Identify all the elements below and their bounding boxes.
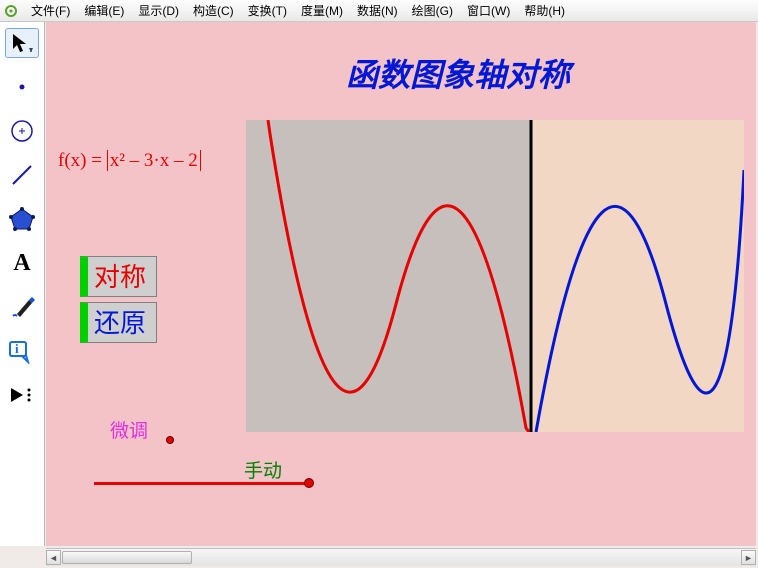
tool-custom[interactable]	[5, 380, 39, 410]
menu-construct[interactable]: 构造(C)	[186, 2, 241, 19]
tool-text[interactable]: A	[5, 248, 39, 278]
tool-line[interactable]	[5, 160, 39, 190]
graph-region	[246, 120, 744, 432]
menu-bar: 文件(F) 编辑(E) 显示(D) 构造(C) 变换(T) 度量(M) 数据(N…	[0, 0, 758, 22]
formula-rhs: x² – 3·x – 2	[107, 150, 201, 171]
micro-adjust-label: 微调	[110, 416, 148, 443]
function-graph	[246, 120, 744, 432]
restore-button[interactable]: 还原	[80, 302, 157, 343]
scroll-thumb[interactable]	[62, 551, 192, 564]
symmetry-button[interactable]: 对称	[80, 256, 157, 297]
menu-plot[interactable]: 绘图(G)	[405, 2, 460, 19]
menu-window[interactable]: 窗口(W)	[460, 2, 517, 19]
formula-lhs: f(x) =	[58, 150, 107, 171]
svg-text:i: i	[15, 341, 19, 356]
page-title: 函数图象轴对称	[346, 50, 570, 96]
horizontal-scrollbar[interactable]: ◄ ►	[46, 548, 756, 566]
micro-adjust-point[interactable]	[166, 436, 174, 444]
tool-palette: A i	[0, 22, 45, 546]
menu-help[interactable]: 帮助(H)	[517, 2, 572, 19]
menu-measure[interactable]: 度量(M)	[294, 2, 350, 19]
manual-label: 手动	[244, 456, 282, 483]
tool-pen[interactable]	[5, 292, 39, 322]
menu-display[interactable]: 显示(D)	[131, 2, 186, 19]
menu-transform[interactable]: 变换(T)	[241, 2, 294, 19]
tool-arrow[interactable]	[5, 28, 39, 58]
menu-file[interactable]: 文件(F)	[24, 2, 77, 19]
function-formula[interactable]: f(x) = x² – 3·x – 2	[58, 150, 201, 172]
menu-edit[interactable]: 编辑(E)	[77, 2, 131, 19]
tool-point[interactable]	[5, 72, 39, 102]
app-icon	[4, 4, 18, 18]
scroll-right-arrow[interactable]: ►	[741, 550, 756, 565]
tool-polygon[interactable]	[5, 204, 39, 234]
menu-data[interactable]: 数据(N)	[350, 2, 405, 19]
slider-track[interactable]	[94, 482, 310, 485]
slider-thumb[interactable]	[304, 478, 314, 488]
tool-info[interactable]: i	[5, 336, 39, 366]
tool-circle[interactable]	[5, 116, 39, 146]
scroll-left-arrow[interactable]: ◄	[46, 550, 61, 565]
sketch-canvas[interactable]: 函数图象轴对称 f(x) = x² – 3·x – 2 对称 还原 微调 手动	[46, 22, 756, 546]
